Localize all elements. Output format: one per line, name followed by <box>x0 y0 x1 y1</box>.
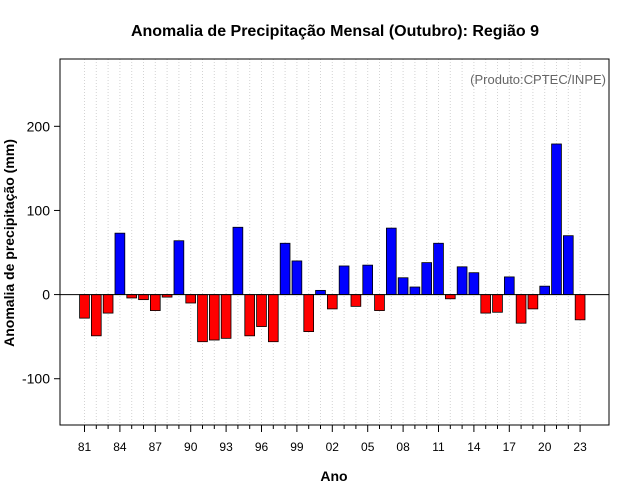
y-axis: -100 0 100 200 <box>22 118 60 387</box>
y-tick-label: 100 <box>27 202 51 218</box>
bar-1984 <box>114 232 126 295</box>
bar-2022 <box>563 235 574 295</box>
bar-1997 <box>267 294 279 343</box>
bar-1990 <box>185 294 197 304</box>
y-axis-title: Anomalia de precipitação (mm) <box>1 139 17 347</box>
plot-frame <box>59 58 610 426</box>
bar-1981 <box>79 294 90 319</box>
x-tick-label: 99 <box>290 440 304 454</box>
x-tick-label: 08 <box>396 440 410 454</box>
bar-1993 <box>220 294 232 339</box>
bar-2004 <box>350 294 362 307</box>
bar-2015 <box>480 294 491 314</box>
bar-2013 <box>456 266 468 295</box>
bar-2009 <box>409 286 421 295</box>
credit-annotation: (Produto:CPTEC/INPE) <box>470 72 606 87</box>
bar-2001 <box>315 289 326 295</box>
y-tick-label: -100 <box>22 371 50 387</box>
bar-2010 <box>421 262 432 295</box>
bar-1998 <box>279 242 291 295</box>
bar-2003 <box>338 265 350 295</box>
bar-1994 <box>232 226 244 295</box>
y-tick-label: 0 <box>42 287 50 303</box>
bar-2018 <box>515 294 527 324</box>
x-tick-label: 17 <box>503 440 517 454</box>
x-tick-label: 96 <box>255 440 269 454</box>
bar-2023 <box>574 294 586 321</box>
bar-2000 <box>303 294 314 333</box>
bar-2021 <box>551 143 562 295</box>
bar-2006 <box>374 294 385 311</box>
x-tick-label: 02 <box>326 440 340 454</box>
bar-2012 <box>444 294 456 300</box>
bar-1996 <box>256 294 267 327</box>
chart-title: Anomalia de Precipitação Mensal (Outubro… <box>131 23 539 40</box>
bar-1987 <box>149 294 161 311</box>
x-tick-label: 23 <box>573 440 587 454</box>
y-tick-label: 200 <box>27 118 51 134</box>
x-tick-label: 20 <box>538 440 552 454</box>
x-tick-label: 87 <box>149 440 163 454</box>
bars-group <box>79 143 586 343</box>
bar-1985 <box>126 294 138 299</box>
bar-2020 <box>539 285 550 295</box>
bar-2016 <box>492 294 503 313</box>
bar-1982 <box>91 294 102 337</box>
x-tick-label: 84 <box>113 440 127 454</box>
bar-2014 <box>468 272 480 295</box>
bar-1986 <box>138 294 149 301</box>
x-tick-label: 90 <box>184 440 198 454</box>
x-axis-title: Ano <box>320 468 347 484</box>
x-tick-label: 93 <box>219 440 233 454</box>
x-tick-label: 05 <box>361 440 375 454</box>
bar-2008 <box>397 277 409 295</box>
grid-lines <box>84 59 581 425</box>
bar-1989 <box>173 240 185 295</box>
bar-2011 <box>433 242 444 295</box>
bar-1991 <box>197 294 208 343</box>
bar-1999 <box>291 260 303 295</box>
bar-2019 <box>527 294 539 310</box>
x-axis: 81 84 87 90 93 96 99 02 05 08 11 14 17 20 23 <box>78 425 587 454</box>
x-tick-label: 14 <box>467 440 481 454</box>
bar-2007 <box>385 227 397 295</box>
x-tick-label: 81 <box>78 440 92 454</box>
bar-1995 <box>244 294 256 337</box>
x-tick-label: 11 <box>432 440 445 454</box>
bar-1992 <box>208 294 220 341</box>
bar-2005 <box>362 264 373 295</box>
bar-2002 <box>326 294 338 310</box>
bar-2017 <box>503 276 515 295</box>
bar-1983 <box>102 294 114 314</box>
